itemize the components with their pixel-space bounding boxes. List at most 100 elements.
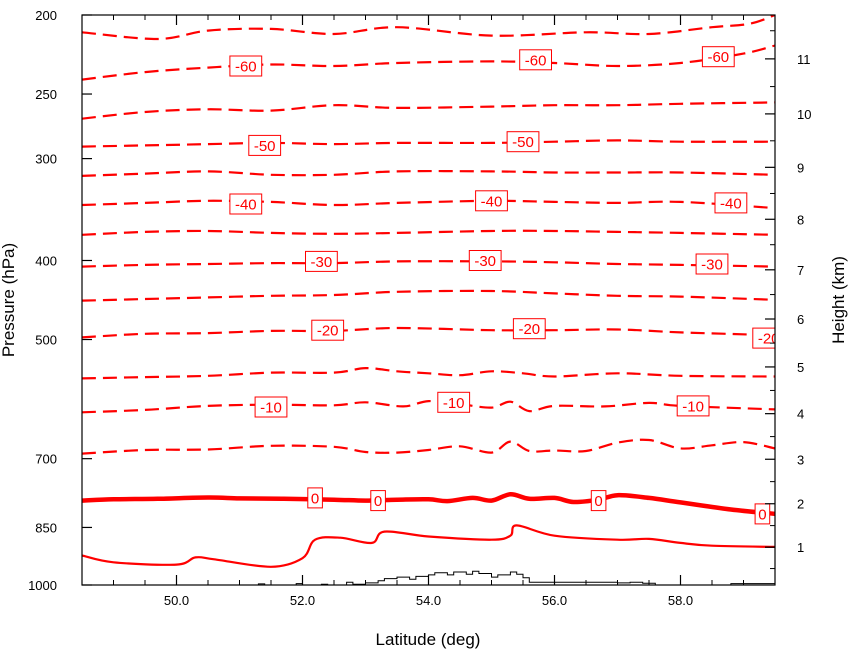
height-tick-label: 10 — [797, 107, 811, 122]
contour-line-minus-20 — [82, 326, 775, 339]
contour-label: -40 — [229, 193, 263, 215]
pressure-tick-label: 850 — [35, 520, 57, 535]
contour-label: -40 — [714, 192, 748, 214]
contour-label-box — [695, 253, 729, 275]
contour-label-box — [676, 395, 710, 417]
pressure-tick-label: 250 — [35, 87, 57, 102]
contour-line-minus-15 — [82, 366, 775, 380]
contour-label-text: -10 — [443, 395, 465, 412]
contour-label-box — [701, 46, 735, 68]
plot-data: -60 -60 -60 -50 -50 -40 -40 -40 -30 -30 -30 -20 -20 -… — [82, 15, 780, 585]
axes: 50.0 52.0 54.0 56.0 58.020025030040050070085… — [28, 8, 811, 608]
contour-label: -60 — [701, 46, 735, 68]
contour-label-text: -20 — [518, 321, 540, 338]
contour-label: -50 — [506, 131, 540, 153]
contour-label: -20 — [512, 318, 546, 340]
plot-area: -60 -60 -60 -50 -50 -40 -40 -40 -30 -30 -30 -20 -20 -… — [82, 15, 780, 585]
contour-line-minus-40 — [82, 199, 775, 210]
contour-label-text: 0 — [311, 490, 319, 507]
contour-label: -10 — [254, 396, 288, 418]
contour-label-text: -10 — [260, 400, 282, 417]
contour-label: 0 — [370, 490, 386, 512]
contour-label: 0 — [754, 503, 771, 525]
contour-label-box — [519, 49, 553, 71]
contour-line-minus-65 — [82, 15, 775, 41]
height-tick-label: 4 — [797, 407, 804, 422]
contour-label-text: -10 — [682, 398, 704, 415]
contour-label: -10 — [676, 395, 710, 417]
contour-line-minus-50 — [82, 139, 775, 148]
pressure-tick-label: 500 — [35, 333, 57, 348]
contour-label: -10 — [437, 391, 471, 413]
height-tick-label: 9 — [797, 160, 804, 175]
contour-label: -20 — [311, 319, 345, 341]
contour-line-minus-25 — [82, 289, 775, 302]
contour-label-box — [468, 250, 502, 271]
pressure-tick-label: 700 — [35, 452, 57, 467]
contour-label: -40 — [475, 190, 508, 212]
contour-label-box — [506, 131, 540, 153]
contour-line-minus-45 — [82, 169, 775, 177]
contour-label-text: 0 — [594, 493, 602, 510]
contour-label-box — [305, 250, 338, 272]
contour-line-minus-60 — [82, 44, 775, 81]
height-tick-label: 3 — [797, 452, 804, 467]
x-tick-label: 54.0 — [416, 593, 441, 608]
contour-line-minus-5 — [82, 438, 775, 455]
contour-label: -50 — [248, 134, 282, 156]
height-tick-label: 7 — [797, 263, 804, 278]
x-tick-label: 56.0 — [542, 593, 567, 608]
contour-label-text: -60 — [525, 52, 547, 69]
contour-label-box — [229, 193, 263, 215]
contour-label-text: -60 — [235, 59, 257, 76]
contour-label-text: -20 — [758, 331, 780, 348]
pressure-tick-label: 200 — [35, 8, 57, 23]
contour-label: 0 — [307, 487, 323, 509]
pressure-tick-label: 1000 — [28, 578, 57, 593]
contour-label-box — [248, 134, 282, 156]
contour-label: -20 — [752, 327, 780, 349]
contour-label-text: 0 — [758, 506, 766, 523]
contour-label-text: -40 — [720, 195, 742, 212]
contour-label-box — [752, 327, 775, 349]
terrain-outline — [82, 570, 775, 585]
contour-label: 0 — [590, 490, 607, 512]
pressure-tick-label: 300 — [35, 152, 57, 167]
contour-label-text: -30 — [311, 254, 333, 271]
contour-label-box — [254, 396, 288, 418]
contour-line-minus-30 — [82, 260, 775, 268]
height-tick-label: 2 — [797, 497, 804, 512]
x-axis-title: Latitude (deg) — [376, 630, 481, 649]
contour-line-minus-55 — [82, 101, 775, 120]
height-tick-label: 6 — [797, 312, 804, 327]
x-tick-label: 52.0 — [290, 593, 315, 608]
contour-line-0 — [82, 492, 775, 517]
contour-label-text: -20 — [317, 323, 339, 340]
contour-label: -30 — [468, 250, 502, 271]
contour-label-text: -30 — [701, 257, 723, 274]
contour-label-text: -40 — [481, 193, 503, 210]
contour-label: -30 — [305, 250, 338, 272]
contour-label-box — [714, 192, 748, 214]
contour-label-box — [754, 503, 771, 525]
contour-line-5 — [82, 524, 775, 568]
pressure-tick-label: 400 — [35, 253, 57, 268]
height-tick-label: 5 — [797, 360, 804, 375]
contour-label-box — [307, 487, 323, 509]
x-tick-label: 50.0 — [164, 593, 189, 608]
contour-label-box — [590, 490, 607, 512]
contour-label-text: 0 — [374, 493, 382, 510]
contour-label-text: -60 — [707, 49, 729, 66]
contour-line-minus-10 — [82, 399, 775, 414]
contour-label-box — [311, 319, 345, 341]
contour-label-text: -50 — [254, 138, 276, 155]
contour-label-text: -50 — [512, 134, 534, 151]
height-tick-label: 11 — [797, 52, 811, 67]
left-axis-title: Pressure (hPa) — [0, 243, 18, 357]
contour-label-box — [229, 55, 263, 77]
contour-label-box — [370, 490, 386, 512]
contour-label-text: -30 — [474, 253, 496, 270]
contour-label-box — [512, 318, 546, 340]
contour-label: -30 — [695, 253, 729, 275]
